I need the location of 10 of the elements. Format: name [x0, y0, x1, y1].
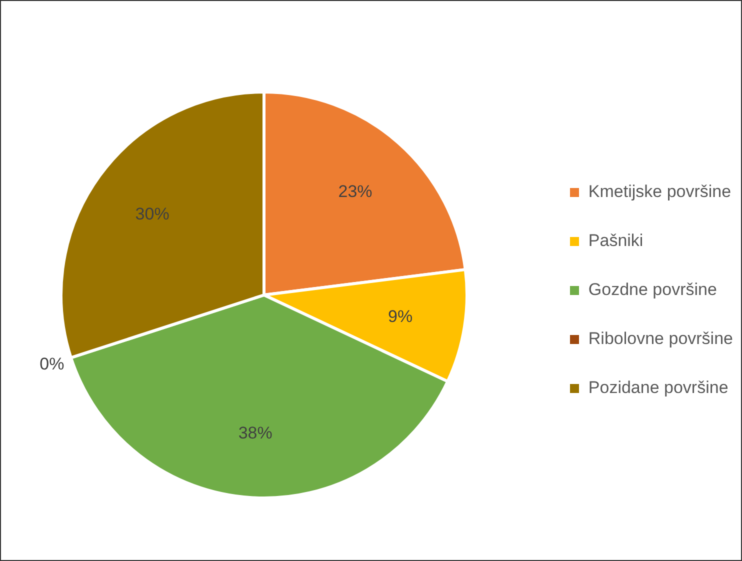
legend-label: Kmetijske površine: [588, 182, 732, 202]
legend-label: Ribolovne površine: [588, 329, 733, 349]
legend-label: Pozidane površine: [588, 378, 728, 398]
data-label: 9%: [388, 307, 413, 326]
data-label: 30%: [135, 204, 170, 224]
legend-label: Gozdne površine: [588, 280, 717, 300]
text: 0%: [40, 354, 64, 374]
data-label: 23%: [338, 182, 372, 201]
data-label: 38%: [238, 423, 272, 442]
legend-label: Pašniki: [588, 231, 644, 251]
